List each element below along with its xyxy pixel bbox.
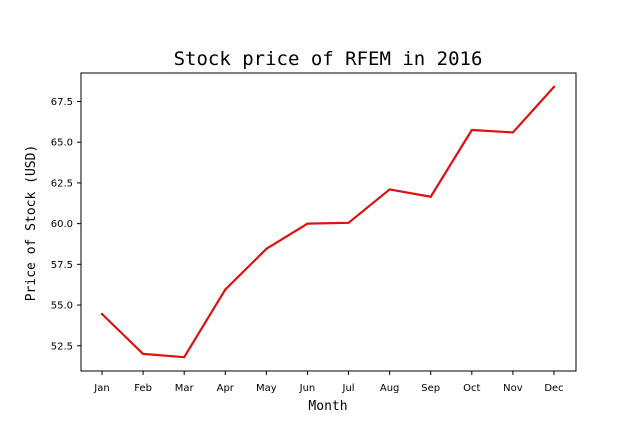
y-axis-label-group: Price of Stock (USD) [24, 145, 39, 302]
data-point [388, 188, 391, 191]
data-point [141, 352, 145, 356]
y-tick-label: 55.0 [51, 301, 73, 312]
y-tick-label: 52.5 [51, 341, 73, 352]
x-tick-label: Feb [134, 383, 152, 394]
y-tick-label: 65.0 [51, 138, 73, 149]
y-axis-label: Price of Stock (USD) [24, 145, 39, 302]
x-tick-label: Oct [463, 383, 480, 394]
x-tick-label: Apr [217, 383, 235, 394]
y-tick-label: 60.0 [51, 219, 73, 230]
y-tick-label: 67.5 [51, 97, 73, 108]
x-tick-label: Dec [544, 383, 563, 394]
series-layer [100, 85, 556, 359]
data-point [306, 222, 309, 225]
data-point [347, 221, 350, 224]
y-tick-label: 62.5 [51, 178, 73, 189]
data-point [100, 312, 104, 316]
x-tick-label: May [256, 383, 277, 394]
data-point [552, 85, 556, 88]
x-tick-label: Nov [503, 383, 523, 394]
y-tick-label: 57.5 [51, 260, 73, 271]
plot-frame [80, 72, 577, 372]
x-tick-label: Jul [342, 383, 355, 394]
x-tick-label: Aug [380, 383, 400, 394]
data-point [183, 356, 186, 359]
data-point [429, 195, 432, 198]
x-tick-label: Jan [93, 383, 109, 394]
data-point [470, 128, 473, 132]
x-tick-label: Sep [421, 383, 440, 394]
axis-ticks: Jan Feb Mar Apr May Jun Jul Aug Sep Oct Nov Dec 52.5… [51, 97, 564, 394]
data-point [224, 288, 227, 291]
chart-title: Stock price of RFEM in 2016 [174, 48, 483, 70]
x-tick-label: Mar [175, 383, 195, 394]
x-axis-label: Month [308, 399, 347, 414]
data-point [265, 247, 268, 250]
series-line [100, 85, 556, 359]
x-tick-label: Jun [299, 383, 316, 394]
data-point [511, 131, 515, 134]
